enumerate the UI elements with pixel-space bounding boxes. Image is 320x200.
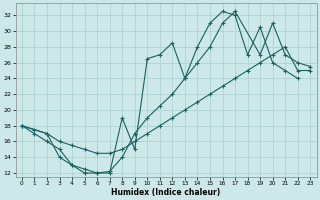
X-axis label: Humidex (Indice chaleur): Humidex (Indice chaleur) xyxy=(111,188,221,197)
